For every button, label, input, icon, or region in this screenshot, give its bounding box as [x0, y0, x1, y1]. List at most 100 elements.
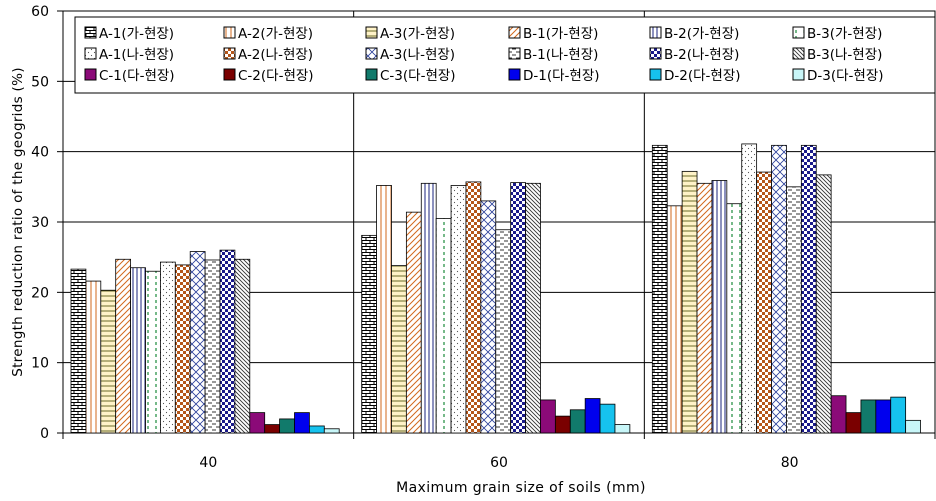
bar-c-2-60	[554, 415, 571, 434]
legend-label: B-1(나-현장)	[523, 47, 598, 63]
bar-a-1-40	[159, 261, 176, 434]
legend-swatch	[508, 47, 521, 60]
bar-d-3-40	[323, 428, 340, 434]
bar-a-1-80	[651, 144, 668, 434]
bar-b-3-40	[145, 270, 161, 434]
bar-d-2-80	[890, 396, 907, 434]
y-tick-labels: 0 10 20 30 40 50 60	[31, 4, 49, 442]
bar-a-2-80	[756, 171, 772, 434]
legend-swatch	[84, 26, 97, 39]
bar-c-1-60	[540, 399, 556, 434]
y-tick-label: 20	[31, 285, 49, 301]
legend-label: A-3(나-현장)	[380, 47, 455, 63]
legend-label: A-1(가-현장)	[99, 26, 174, 42]
legend-swatch	[365, 68, 378, 81]
bar-b-1-40	[204, 259, 221, 434]
y-tick-label: 30	[31, 215, 49, 231]
legend-swatch	[792, 26, 805, 39]
legend-label: B-3(나-현장)	[807, 47, 882, 63]
bar-b-3-80	[726, 203, 743, 434]
bar-b-3-80	[815, 174, 832, 434]
bar-b-2-40	[130, 267, 146, 434]
bar-c-3-60	[569, 409, 586, 434]
y-tick-label: 60	[31, 4, 49, 20]
bar-c-3-80	[860, 399, 877, 434]
bar-a-3-60	[480, 200, 497, 434]
bar-a-2-60	[465, 181, 482, 434]
legend-swatch	[84, 47, 97, 60]
bar-b-1-80	[786, 186, 802, 434]
legend-label: B-2(나-현장)	[664, 47, 739, 63]
legend-swatch	[649, 68, 662, 81]
legend-swatch	[84, 68, 97, 81]
bar-a-3-60	[391, 265, 407, 434]
legend-swatch	[508, 68, 521, 81]
x-axis-title: Maximum grain size of soils (mm)	[396, 480, 646, 496]
bar-b-3-60	[435, 218, 452, 434]
legend-label: A-1(나-현장)	[99, 47, 174, 63]
bar-c-3-40	[279, 418, 295, 434]
bar-a-2-40	[85, 280, 102, 434]
bar-b-3-40	[234, 258, 251, 434]
legend-swatch	[649, 47, 662, 60]
bar-a-1-60	[361, 234, 377, 434]
legend-label: A-2(가-현장)	[238, 26, 313, 42]
bar-a-2-40	[174, 264, 191, 434]
bar-b-2-60	[510, 182, 526, 434]
legend-label: B-3(가-현장)	[807, 26, 882, 42]
bar-a-3-40	[189, 251, 206, 434]
y-axis-title: Strength reduction ratio of the geogrids…	[10, 67, 26, 377]
legend: A-1(가-현장) A-2(가-현장) A-3(가-현장) B-1(가-현장) B-2(…	[74, 16, 936, 94]
y-tick-label: 10	[31, 356, 49, 372]
y-tick-label: 50	[31, 74, 49, 90]
bar-a-1-80	[741, 143, 758, 434]
x-tick-label: 80	[781, 455, 799, 471]
legend-swatch	[223, 47, 236, 60]
legend-box	[74, 16, 936, 94]
legend-label: B-1(가-현장)	[523, 26, 598, 42]
bar-d-1-60	[584, 398, 601, 434]
legend-swatch	[508, 26, 521, 39]
legend-label: A-2(나-현장)	[238, 47, 313, 63]
bar-a-1-60	[450, 185, 467, 434]
bar-b-2-60	[420, 182, 437, 434]
bar-a-2-80	[666, 205, 683, 434]
legend-swatch	[365, 47, 378, 60]
bar-a-2-60	[376, 185, 392, 434]
legend-swatch	[223, 68, 236, 81]
bar-b-1-60	[495, 229, 512, 434]
y-tick-label: 40	[31, 145, 49, 161]
bar-c-1-80	[830, 395, 847, 434]
legend-swatch	[649, 26, 662, 39]
bar-d-2-60	[599, 403, 616, 434]
legend-label: D-3(다-현장)	[807, 68, 884, 84]
bar-b-3-60	[525, 182, 541, 434]
bar-b-1-40	[115, 258, 131, 434]
x-tick-label: 40	[199, 455, 217, 471]
bar-a-3-80	[681, 170, 698, 434]
bar-a-3-40	[100, 289, 117, 434]
bar-a-1-40	[70, 268, 87, 434]
bar-b-2-80	[800, 144, 817, 434]
bar-a-3-80	[771, 144, 787, 434]
bar-b-2-40	[219, 249, 236, 434]
legend-label: C-1(다-현장)	[99, 68, 175, 84]
bar-d-3-60	[614, 424, 631, 434]
bar-d-1-40	[294, 412, 310, 434]
legend-label: C-2(다-현장)	[238, 68, 314, 84]
legend-swatch	[365, 26, 378, 39]
bar-d-3-80	[905, 419, 921, 434]
bars	[70, 143, 921, 434]
legend-label: C-3(다-현장)	[380, 68, 456, 84]
y-tick-label: 0	[40, 426, 49, 442]
bar-d-1-80	[875, 399, 892, 434]
bar-d-2-40	[308, 425, 325, 434]
bar-c-2-80	[845, 412, 862, 434]
bar-b-1-80	[696, 182, 713, 434]
bar-c-2-40	[264, 424, 281, 434]
legend-swatch	[792, 47, 805, 60]
bar-b-1-60	[405, 211, 422, 434]
legend-label: D-2(다-현장)	[664, 68, 741, 84]
legend-label: A-3(가-현장)	[380, 26, 455, 42]
